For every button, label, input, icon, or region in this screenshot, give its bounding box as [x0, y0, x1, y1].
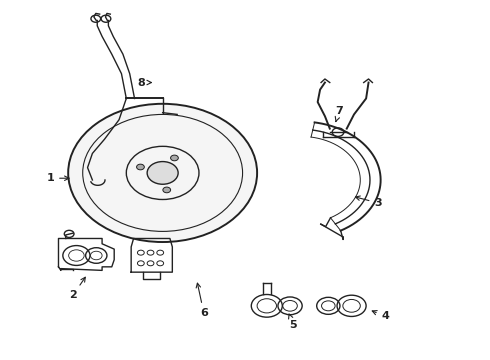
Circle shape — [137, 164, 145, 170]
Text: 3: 3 — [355, 196, 382, 208]
Circle shape — [163, 187, 171, 193]
Circle shape — [68, 104, 257, 242]
Text: 4: 4 — [372, 311, 390, 321]
Text: 8: 8 — [137, 77, 151, 87]
Circle shape — [147, 162, 178, 184]
Text: 1: 1 — [47, 173, 69, 183]
Text: 7: 7 — [335, 106, 343, 122]
Circle shape — [171, 155, 178, 161]
Text: 2: 2 — [69, 277, 85, 300]
Text: 6: 6 — [196, 283, 208, 318]
Text: 5: 5 — [289, 314, 297, 330]
